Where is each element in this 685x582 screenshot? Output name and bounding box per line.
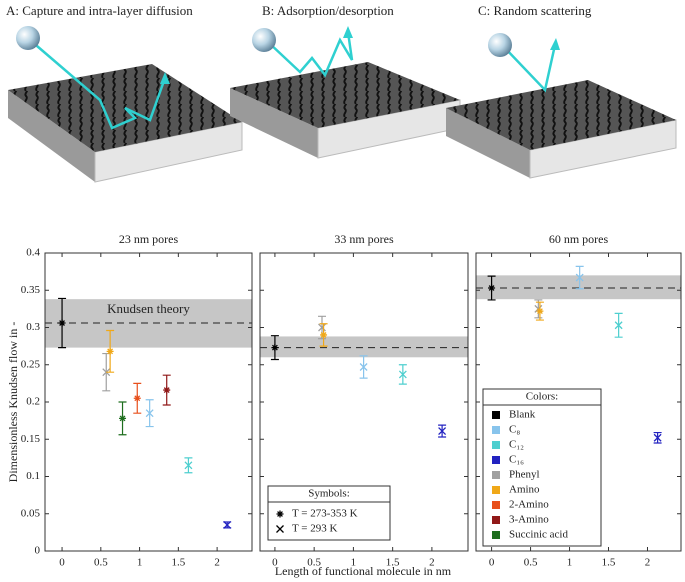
plot-frame bbox=[475, 252, 682, 552]
theory-band bbox=[260, 336, 468, 358]
legend-swatch bbox=[492, 441, 500, 449]
legend-swatch bbox=[492, 531, 500, 539]
x-tick-label: 0 bbox=[489, 557, 495, 569]
y-tick-label: 0.2 bbox=[26, 396, 40, 408]
x-tick-label: 2 bbox=[214, 557, 220, 569]
x-tick-label: 0 bbox=[272, 557, 278, 569]
legend-label: 2-Amino bbox=[509, 499, 549, 511]
legend-label: C₁₆ bbox=[509, 454, 524, 466]
illustration-a bbox=[8, 26, 243, 183]
legend-label: T = 293 K bbox=[292, 523, 337, 535]
legend-swatch bbox=[492, 411, 500, 419]
data-point bbox=[398, 370, 407, 379]
data-point bbox=[320, 331, 328, 339]
legend-label: Succinic acid bbox=[509, 529, 568, 541]
legend-box bbox=[482, 388, 602, 547]
legend-title: Colors: bbox=[526, 391, 558, 403]
legend-label: Blank bbox=[509, 409, 536, 421]
legend-swatch bbox=[492, 501, 500, 509]
y-tick-label: 0.15 bbox=[21, 433, 41, 445]
data-point bbox=[359, 363, 368, 371]
x-tick-label: 0.5 bbox=[307, 557, 321, 569]
data-point bbox=[575, 273, 584, 282]
x-tick-label: 0.5 bbox=[94, 557, 108, 569]
legend-label: T = 273-353 K bbox=[292, 508, 358, 520]
legend-title: Symbols: bbox=[308, 488, 350, 500]
chart-title: 33 nm pores bbox=[334, 232, 394, 246]
caption: A: Capture and intra-layer diffusion bbox=[6, 3, 193, 18]
x-tick-label: 0.5 bbox=[524, 557, 538, 569]
legend-label: Phenyl bbox=[509, 469, 540, 481]
x-tick-label: 1 bbox=[351, 557, 357, 569]
legend-label: C₁₂ bbox=[509, 439, 524, 451]
plot-area bbox=[45, 253, 252, 551]
theory-band bbox=[476, 275, 681, 300]
legend-label: 3-Amino bbox=[509, 514, 549, 526]
data-point bbox=[653, 433, 662, 442]
x-tick-label: 0 bbox=[59, 557, 65, 569]
legend-box bbox=[267, 485, 391, 541]
legend-swatch bbox=[492, 456, 500, 464]
chart-title: 60 nm pores bbox=[549, 232, 609, 246]
data-point bbox=[133, 394, 141, 402]
x-tick-label: 1 bbox=[567, 557, 573, 569]
x-tick-label: 2 bbox=[429, 557, 435, 569]
y-tick-label: 0.4 bbox=[26, 247, 40, 259]
legend-symbol bbox=[276, 525, 284, 533]
caption: C: Random scattering bbox=[478, 3, 592, 18]
plot-frame bbox=[259, 252, 469, 552]
legend-swatch bbox=[492, 471, 500, 479]
y-tick-label: 0.35 bbox=[21, 284, 41, 296]
x-tick-label: 1 bbox=[137, 557, 143, 569]
illustration-b bbox=[230, 26, 461, 159]
data-point bbox=[58, 319, 66, 327]
data-point bbox=[145, 409, 154, 418]
x-tick-label: 1.5 bbox=[602, 557, 616, 569]
data-point bbox=[223, 520, 232, 529]
data-point bbox=[614, 321, 623, 330]
y-tick-label: 0.3 bbox=[26, 321, 40, 333]
x-tick-label: 1.5 bbox=[386, 557, 400, 569]
data-point bbox=[438, 427, 447, 436]
legend-label: Amino bbox=[509, 484, 540, 496]
data-point bbox=[271, 344, 279, 352]
plot-frame bbox=[44, 252, 253, 552]
caption: B: Adsorption/desorption bbox=[262, 3, 394, 18]
y-tick-label: 0 bbox=[35, 545, 41, 557]
legend-swatch bbox=[492, 486, 500, 494]
data-point bbox=[163, 386, 171, 394]
data-point bbox=[488, 284, 496, 292]
data-point bbox=[184, 461, 193, 470]
y-tick-label: 0.05 bbox=[21, 507, 41, 519]
data-point bbox=[106, 347, 114, 355]
y-tick-label: 0.25 bbox=[21, 358, 41, 370]
y-tick-label: 0.1 bbox=[26, 470, 40, 482]
legend-swatch bbox=[492, 516, 500, 524]
data-point bbox=[318, 323, 326, 332]
illustration-c bbox=[446, 33, 677, 179]
data-point bbox=[119, 414, 127, 422]
data-point bbox=[536, 307, 544, 315]
x-tick-label: 2 bbox=[645, 557, 651, 569]
chart-title: 23 nm pores bbox=[119, 232, 179, 246]
y-axis-label: Dimensionless Knudsen flow in - bbox=[6, 322, 20, 483]
legend-swatch bbox=[492, 426, 500, 434]
legend-symbol bbox=[276, 510, 284, 518]
x-tick-label: 1.5 bbox=[171, 557, 185, 569]
annotation: Knudsen theory bbox=[107, 301, 190, 316]
legend-label: C₈ bbox=[509, 424, 520, 436]
x-axis-label: Length of functional molecule in nm bbox=[275, 564, 452, 578]
